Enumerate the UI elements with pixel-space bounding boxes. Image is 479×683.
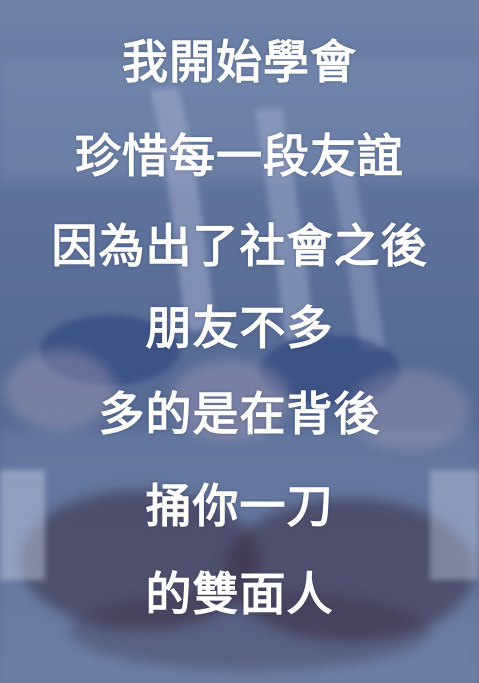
quote-line: 捅你一刀 bbox=[145, 479, 334, 533]
quote-line: 的雙面人 bbox=[145, 567, 334, 621]
quote-line: 朋友不多 bbox=[145, 301, 334, 355]
raised-leg-right bbox=[255, 108, 315, 340]
raised-leg-far bbox=[330, 168, 385, 350]
quote-line: 我開始學會 bbox=[122, 35, 357, 89]
quote-line: 珍惜每一段友誼 bbox=[75, 129, 404, 183]
raised-leg-left bbox=[150, 88, 215, 330]
quote-line: 多的是在背後 bbox=[98, 387, 381, 441]
quote-line: 因為出了社會之後 bbox=[51, 219, 428, 273]
